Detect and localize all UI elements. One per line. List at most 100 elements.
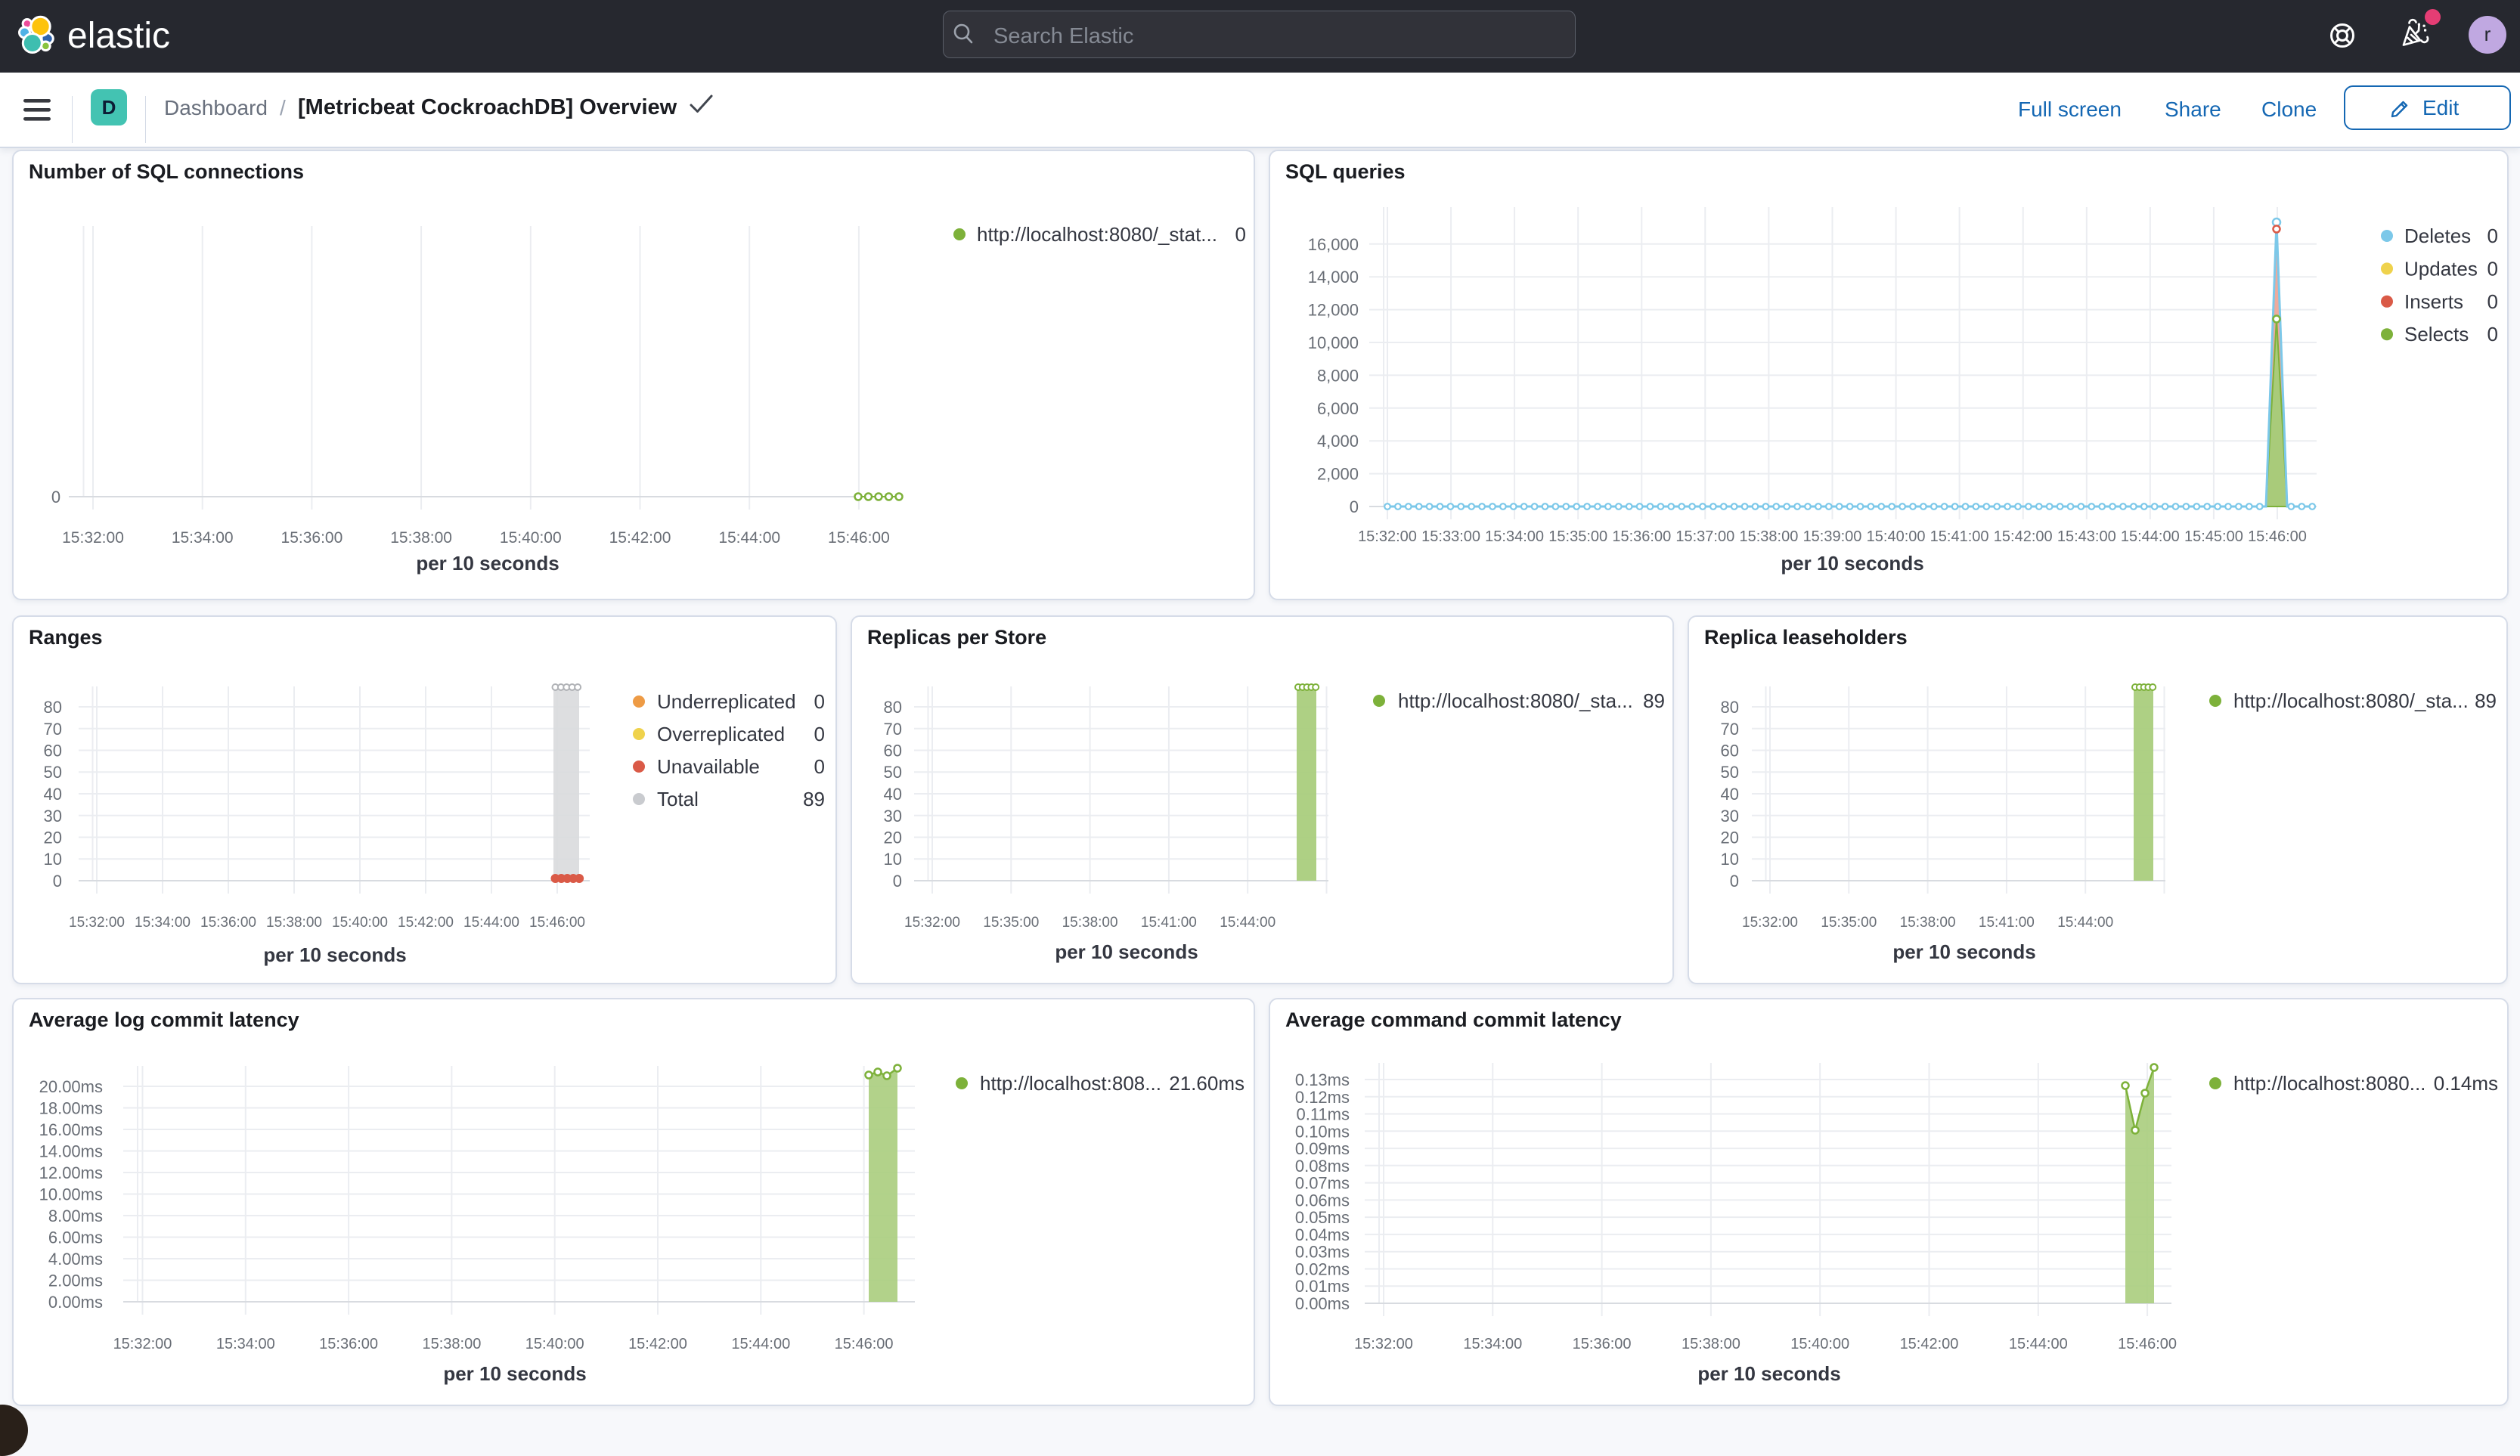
svg-text:0.11ms: 0.11ms (1296, 1105, 1350, 1124)
svg-text:0: 0 (2487, 257, 2498, 280)
svg-text:Average command commit latency: Average command commit latency (1285, 1008, 1622, 1031)
svg-text:15:36:00: 15:36:00 (281, 529, 343, 547)
svg-text:0.03ms: 0.03ms (1295, 1243, 1350, 1262)
svg-text:15:38:00: 15:38:00 (1739, 528, 1798, 545)
svg-text:15:38:00: 15:38:00 (1062, 915, 1118, 931)
svg-text:15:38:00: 15:38:00 (1900, 915, 1956, 931)
svg-text:15:41:00: 15:41:00 (1930, 528, 1989, 545)
svg-text:15:46:00: 15:46:00 (2248, 528, 2307, 545)
svg-text:Deletes: Deletes (2404, 225, 2471, 247)
svg-text:60: 60 (1721, 742, 1739, 761)
svg-text:15:39:00: 15:39:00 (1803, 528, 1862, 545)
svg-text:SQL queries: SQL queries (1285, 160, 1406, 183)
svg-text:0: 0 (2487, 323, 2498, 345)
svg-text:per 10 seconds: per 10 seconds (416, 552, 559, 575)
svg-text:15:32:00: 15:32:00 (1354, 1336, 1413, 1352)
svg-text:0: 0 (51, 488, 60, 507)
svg-text:Inserts: Inserts (2404, 290, 2463, 313)
svg-text:15:42:00: 15:42:00 (609, 529, 671, 547)
svg-text:15:38:00: 15:38:00 (390, 529, 452, 547)
svg-text:15:44:00: 15:44:00 (2009, 1336, 2068, 1352)
svg-text:15:40:00: 15:40:00 (500, 529, 562, 547)
svg-text:60: 60 (44, 742, 62, 761)
svg-text:15:44:00: 15:44:00 (2057, 915, 2113, 931)
svg-text:Updates: Updates (2404, 257, 2478, 280)
svg-text:15:46:00: 15:46:00 (835, 1336, 894, 1352)
svg-text:http://localhost:8080...: http://localhost:8080... (2233, 1072, 2425, 1095)
svg-text:0.06ms: 0.06ms (1295, 1191, 1350, 1210)
svg-text:15:34:00: 15:34:00 (1485, 528, 1544, 545)
svg-text:15:42:00: 15:42:00 (398, 915, 454, 931)
svg-text:6.00ms: 6.00ms (48, 1228, 103, 1247)
svg-text:4.00ms: 4.00ms (48, 1250, 103, 1269)
svg-text:http://localhost:8080/_sta...: http://localhost:8080/_sta... (1398, 689, 1633, 712)
svg-text:4,000: 4,000 (1317, 432, 1359, 451)
svg-text:15:42:00: 15:42:00 (628, 1336, 687, 1352)
svg-text:15:32:00: 15:32:00 (1358, 528, 1417, 545)
svg-text:20: 20 (884, 829, 902, 847)
svg-text:0.05ms: 0.05ms (1295, 1208, 1350, 1227)
svg-text:15:46:00: 15:46:00 (828, 529, 890, 547)
svg-text:50: 50 (1721, 763, 1739, 782)
svg-text:0: 0 (814, 723, 825, 745)
svg-text:16,000: 16,000 (1308, 235, 1359, 254)
svg-text:0: 0 (53, 872, 62, 891)
svg-text:50: 50 (884, 763, 902, 782)
svg-text:70: 70 (884, 720, 902, 739)
svg-text:per 10 seconds: per 10 seconds (1781, 552, 1923, 575)
svg-text:50: 50 (44, 763, 62, 782)
svg-text:0.02ms: 0.02ms (1295, 1260, 1350, 1279)
svg-text:0.08ms: 0.08ms (1295, 1157, 1350, 1176)
svg-text:16.00ms: 16.00ms (39, 1120, 103, 1139)
svg-text:0.00ms: 0.00ms (48, 1293, 103, 1312)
svg-text:0: 0 (893, 872, 902, 891)
svg-text:89: 89 (1643, 689, 1665, 712)
svg-text:http://localhost:8080/_sta...: http://localhost:8080/_sta... (2233, 689, 2469, 712)
svg-text:0: 0 (1235, 223, 1246, 246)
svg-text:15:34:00: 15:34:00 (135, 915, 191, 931)
svg-text:0: 0 (814, 690, 825, 713)
svg-text:15:46:00: 15:46:00 (2118, 1336, 2177, 1352)
svg-text:15:36:00: 15:36:00 (1573, 1336, 1632, 1352)
svg-text:Underreplicated: Underreplicated (657, 690, 796, 713)
svg-text:15:40:00: 15:40:00 (1867, 528, 1926, 545)
svg-text:per 10 seconds: per 10 seconds (443, 1362, 586, 1385)
svg-text:80: 80 (1721, 698, 1739, 717)
svg-text:8.00ms: 8.00ms (48, 1207, 103, 1225)
svg-text:15:36:00: 15:36:00 (319, 1336, 378, 1352)
svg-text:0: 0 (1730, 872, 1739, 891)
svg-text:70: 70 (44, 720, 62, 739)
svg-text:0.13ms: 0.13ms (1295, 1070, 1350, 1089)
svg-text:15:34:00: 15:34:00 (216, 1336, 275, 1352)
svg-text:15:44:00: 15:44:00 (463, 915, 519, 931)
svg-text:15:40:00: 15:40:00 (525, 1336, 584, 1352)
svg-text:Replica leaseholders: Replica leaseholders (1704, 626, 1908, 649)
svg-text:Ranges: Ranges (29, 626, 103, 649)
svg-text:15:32:00: 15:32:00 (69, 915, 125, 931)
svg-text:10.00ms: 10.00ms (39, 1185, 103, 1204)
svg-text:80: 80 (884, 698, 902, 717)
svg-text:15:38:00: 15:38:00 (1682, 1336, 1740, 1352)
svg-text:15:44:00: 15:44:00 (718, 529, 780, 547)
svg-text:14,000: 14,000 (1308, 268, 1359, 287)
svg-text:15:42:00: 15:42:00 (1994, 528, 2053, 545)
svg-text:15:35:00: 15:35:00 (1548, 528, 1607, 545)
svg-text:0.14ms: 0.14ms (2434, 1072, 2498, 1095)
svg-text:0: 0 (814, 755, 825, 778)
svg-text:15:35:00: 15:35:00 (1821, 915, 1877, 931)
svg-text:10: 10 (1721, 850, 1739, 869)
svg-text:10,000: 10,000 (1308, 333, 1359, 352)
svg-text:Overreplicated: Overreplicated (657, 723, 785, 745)
svg-text:12,000: 12,000 (1308, 301, 1359, 320)
svg-text:30: 30 (884, 807, 902, 826)
svg-text:15:46:00: 15:46:00 (529, 915, 585, 931)
svg-text:15:38:00: 15:38:00 (266, 915, 322, 931)
svg-text:8,000: 8,000 (1317, 366, 1359, 385)
svg-text:0: 0 (1350, 497, 1359, 516)
svg-text:http://localhost:808...: http://localhost:808... (980, 1072, 1161, 1095)
svg-text:15:40:00: 15:40:00 (1790, 1336, 1849, 1352)
svg-text:20: 20 (44, 829, 62, 847)
svg-text:15:36:00: 15:36:00 (1612, 528, 1671, 545)
svg-text:Unavailable: Unavailable (657, 755, 760, 778)
svg-text:18.00ms: 18.00ms (39, 1099, 103, 1118)
